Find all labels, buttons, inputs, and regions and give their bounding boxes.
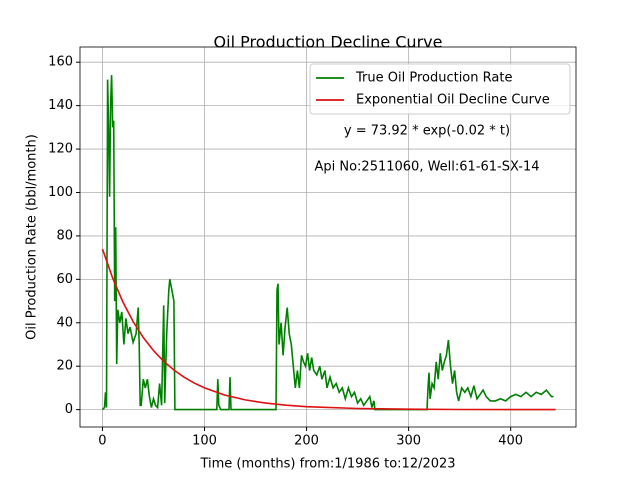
x-tick-label: 0	[98, 434, 106, 449]
annotation: y = 73.92 * exp(-0.02 * t)	[344, 124, 510, 139]
y-tick-label: 0	[65, 402, 73, 417]
y-tick-label: 140	[48, 98, 73, 113]
x-tick-label: 300	[396, 434, 421, 449]
legend-label: True Oil Production Rate	[355, 71, 512, 86]
x-tick-label: 200	[294, 434, 319, 449]
y-tick-label: 100	[48, 185, 73, 200]
y-tick-label: 80	[56, 228, 73, 243]
chart-title: Oil Production Decline Curve	[214, 33, 443, 52]
y-tick-label: 60	[56, 272, 73, 287]
x-axis-label: Time (months) from:1/1986 to:12/2023	[199, 457, 455, 472]
data-line	[101, 75, 554, 411]
legend-label: Exponential Oil Decline Curve	[356, 93, 550, 108]
x-tick-label: 400	[498, 434, 523, 449]
y-tick-label: 120	[48, 142, 73, 157]
plot-frame	[79, 46, 577, 428]
y-tick-label: 20	[56, 359, 73, 374]
legend-box	[309, 63, 571, 115]
y-tick-label: 40	[56, 315, 73, 330]
data-line	[101, 248, 556, 411]
annotation: Api No:2511060, Well:61-61-SX-14	[314, 160, 539, 175]
y-tick-label: 160	[48, 55, 73, 70]
y-axis-label: Oil Production Rate (bbl/month)	[25, 134, 40, 340]
x-tick-label: 100	[192, 434, 217, 449]
